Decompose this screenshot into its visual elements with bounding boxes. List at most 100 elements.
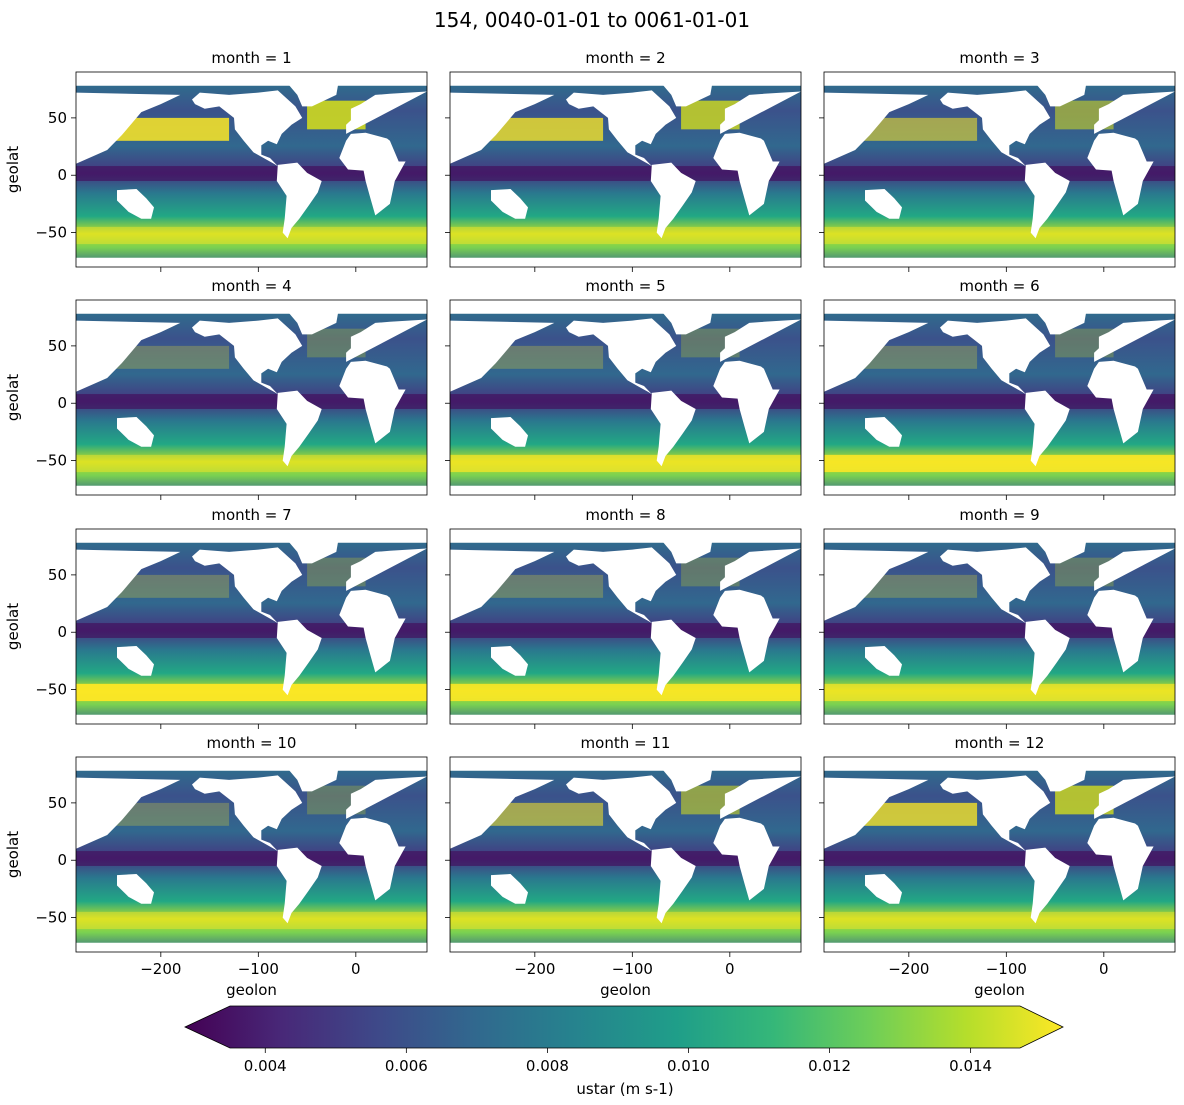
panel-title: month = 2 [585, 49, 665, 67]
y-tick-label: −50 [35, 681, 67, 699]
land-north-america [192, 775, 303, 852]
sh-southern-band [450, 226, 801, 245]
x-axis-label: geolon [600, 981, 651, 999]
x-tick-label: −200 [888, 960, 929, 978]
land-africa-w [339, 817, 406, 901]
sh-southern-band [824, 683, 1175, 702]
panel: month = 7 50 0 −50 geolat [4, 506, 428, 729]
colorbar-label: ustar (m s-1) [576, 1080, 673, 1098]
land-south-america [1024, 619, 1070, 696]
land-eurasia-w [1094, 776, 1175, 819]
land-australia [117, 646, 154, 676]
y-tick-label: 0 [57, 394, 67, 412]
land-north-america [192, 90, 303, 167]
nh-pacific-band [860, 574, 978, 598]
land-arctic [824, 529, 1175, 543]
land-antarctica [450, 257, 801, 267]
land-south-america [650, 162, 696, 239]
heatmap-field [450, 300, 801, 495]
x-tick-label: −200 [514, 960, 555, 978]
land-north-america [566, 318, 677, 395]
panel-grid: month = 1 50 0 −50 geolat month = 2 month = 3 m… [4, 49, 1176, 999]
panel: month = 10 50 0 −50 −200 −100 0 geolat geolon [4, 734, 428, 999]
land-eurasia-w [720, 776, 801, 819]
y-tick-label: 0 [57, 623, 67, 641]
land-south-america [276, 390, 322, 467]
land-north-america [940, 318, 1051, 395]
nh-pacific-band [860, 117, 978, 141]
land-north-america [566, 547, 677, 624]
land-antarctica [76, 485, 427, 495]
axes-frame [75, 299, 428, 496]
y-axis-label: geolat [4, 146, 22, 193]
equatorial-minimum [76, 623, 427, 638]
nh-pacific-band [112, 345, 230, 369]
land-eurasia-w [1094, 548, 1175, 591]
panel-title: month = 8 [585, 506, 665, 524]
land-australia [865, 417, 902, 447]
panel: month = 5 [445, 277, 802, 500]
nh-pacific-band [860, 802, 978, 826]
land-asia-e [824, 549, 929, 621]
x-axis-label: geolon [974, 981, 1025, 999]
land-antarctica [450, 942, 801, 952]
nh-pacific-band [112, 802, 230, 826]
land-asia-e [824, 320, 929, 392]
land-south-america [276, 162, 322, 239]
axes-frame [449, 528, 802, 725]
panel: month = 6 [819, 277, 1176, 500]
land-north-america [940, 90, 1051, 167]
panel-title: month = 4 [211, 277, 291, 295]
land-antarctica [76, 257, 427, 267]
land-antarctica [824, 714, 1175, 724]
land-antarctica [450, 485, 801, 495]
land-asia-e [450, 777, 555, 849]
land-antarctica [76, 714, 427, 724]
land-south-america [1024, 847, 1070, 924]
sh-southern-band [76, 683, 427, 702]
land-south-america [1024, 390, 1070, 467]
land-australia [491, 646, 528, 676]
land-asia-e [450, 549, 555, 621]
land-south-america [1024, 162, 1070, 239]
equatorial-minimum [824, 394, 1175, 409]
x-tick-label: 0 [1099, 960, 1109, 978]
heatmap-field [824, 72, 1175, 267]
sh-southern-band [450, 454, 801, 473]
y-tick-label: 0 [57, 851, 67, 869]
land-south-america [650, 390, 696, 467]
land-north-america [940, 775, 1051, 852]
land-australia [491, 417, 528, 447]
panel: month = 8 [445, 506, 802, 729]
land-asia-e [824, 92, 929, 164]
land-arctic [450, 72, 801, 86]
land-north-america [566, 775, 677, 852]
land-australia [865, 874, 902, 904]
y-tick-label: −50 [35, 452, 67, 470]
y-axis-label: geolat [4, 374, 22, 421]
heatmap-field [450, 529, 801, 724]
land-antarctica [824, 485, 1175, 495]
equatorial-minimum [824, 623, 1175, 638]
heatmap-field [824, 757, 1175, 952]
land-antarctica [76, 942, 427, 952]
heatmap-field [76, 529, 427, 724]
y-tick-label: 50 [48, 109, 67, 127]
equatorial-minimum [450, 623, 801, 638]
panel-title: month = 1 [211, 49, 291, 67]
equatorial-minimum [824, 851, 1175, 866]
land-antarctica [824, 257, 1175, 267]
heatmap-field [450, 757, 801, 952]
sh-southern-band [76, 911, 427, 930]
axes-frame [449, 71, 802, 268]
land-australia [491, 189, 528, 219]
land-north-america [192, 318, 303, 395]
sh-southern-band [76, 454, 427, 473]
panel: month = 9 [819, 506, 1176, 729]
nh-pacific-band [860, 345, 978, 369]
land-south-america [276, 619, 322, 696]
land-south-america [276, 847, 322, 924]
heatmap-field [450, 72, 801, 267]
panel-title: month = 3 [959, 49, 1039, 67]
